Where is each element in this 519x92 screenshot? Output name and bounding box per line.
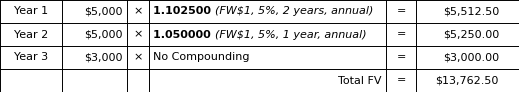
Text: (FW$1, 5%, 1 year, annual): (FW$1, 5%, 1 year, annual) — [215, 30, 366, 39]
Text: $3,000.00: $3,000.00 — [443, 53, 499, 62]
Text: =: = — [397, 76, 406, 85]
Text: $5,000: $5,000 — [85, 7, 123, 16]
Text: $13,762.50: $13,762.50 — [435, 76, 499, 85]
Text: No Compounding: No Compounding — [153, 53, 250, 62]
Text: $5,000: $5,000 — [85, 30, 123, 39]
Text: =: = — [397, 30, 406, 39]
Text: ×: × — [133, 30, 143, 39]
Text: =: = — [397, 53, 406, 62]
Text: Total FV: Total FV — [338, 76, 382, 85]
Text: ×: × — [133, 7, 143, 16]
Text: ×: × — [133, 53, 143, 62]
Text: 1.102500: 1.102500 — [153, 7, 215, 16]
Text: $3,000: $3,000 — [85, 53, 123, 62]
Text: (FW$1, 5%, 2 years, annual): (FW$1, 5%, 2 years, annual) — [215, 7, 373, 16]
Text: Year 2: Year 2 — [14, 30, 48, 39]
Text: 1.050000: 1.050000 — [153, 30, 215, 39]
Text: =: = — [397, 7, 406, 16]
Text: Year 1: Year 1 — [14, 7, 48, 16]
Text: Year 3: Year 3 — [14, 53, 48, 62]
Text: $5,512.50: $5,512.50 — [443, 7, 499, 16]
Text: $5,250.00: $5,250.00 — [443, 30, 499, 39]
